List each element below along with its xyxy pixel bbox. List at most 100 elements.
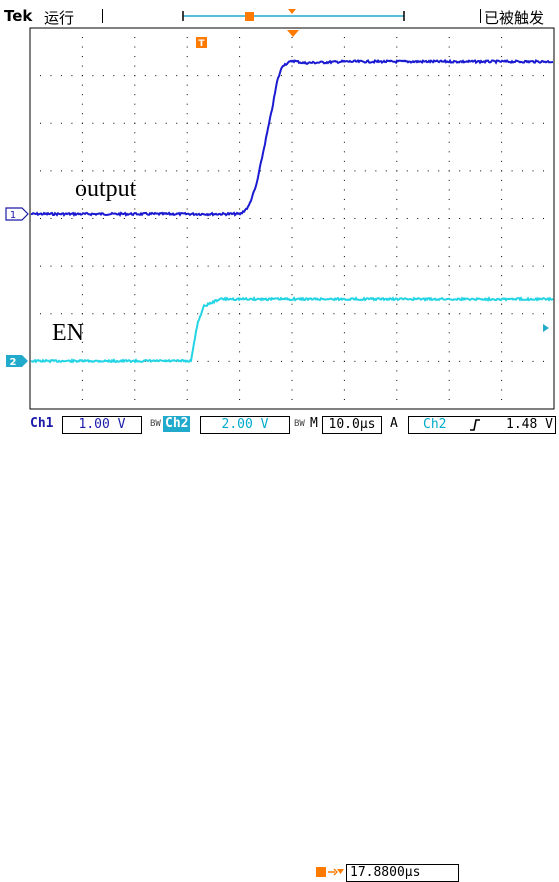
grid-dot — [375, 360, 377, 362]
grid-dot — [165, 265, 167, 267]
grid-dot — [375, 75, 377, 77]
grid-dot — [102, 170, 104, 172]
grid-dot — [134, 84, 136, 86]
ch2-name[interactable]: Ch2 — [163, 416, 191, 432]
grid-dot — [501, 46, 503, 48]
grid-dot — [301, 122, 303, 124]
grid-dot — [406, 218, 408, 219]
grid-dot — [186, 94, 188, 96]
grid-dot — [186, 113, 188, 115]
grid-dot — [228, 75, 230, 77]
grid-dot — [501, 56, 503, 58]
grid-dot — [396, 122, 398, 124]
grid-dot — [396, 351, 398, 353]
grid-dot — [501, 65, 503, 67]
grid-dot — [312, 265, 314, 267]
grid-dot — [186, 256, 188, 258]
grid-dot — [406, 265, 408, 267]
grid-dot — [343, 303, 345, 305]
grid-dot — [396, 75, 398, 77]
grid-dot — [343, 122, 345, 124]
grid-dot — [218, 75, 220, 77]
grid-dot — [81, 94, 83, 96]
grid-dot — [438, 170, 440, 172]
grid-dot — [291, 170, 293, 172]
grid-dot — [81, 246, 83, 248]
grid-dot — [406, 313, 408, 315]
grid-dot — [343, 256, 345, 258]
grid-dot — [134, 284, 136, 286]
grid-dot — [249, 75, 251, 77]
grid-dot — [522, 265, 524, 267]
grid-dot — [501, 113, 503, 115]
grid-dot — [501, 103, 503, 105]
grid-dot — [291, 75, 293, 77]
grid-dot — [155, 218, 157, 219]
grid-dot — [343, 37, 345, 39]
grid-dot — [260, 75, 262, 77]
grid-dot — [459, 75, 461, 77]
grid-dot — [532, 218, 534, 219]
grid-dot — [364, 360, 366, 362]
grid-dot — [480, 218, 482, 219]
trigger-offset-icon — [316, 867, 344, 877]
grid-dot — [459, 313, 461, 315]
grid-dot — [81, 256, 83, 258]
grid-dot — [438, 122, 440, 124]
grid-dot — [134, 389, 136, 391]
ch2-scale[interactable]: 2.00 V — [200, 416, 290, 434]
grid-dot — [291, 189, 293, 191]
grid-dot — [501, 122, 503, 124]
grid-dot — [301, 265, 303, 267]
trigger-markers: T — [196, 30, 549, 332]
grid-dot — [260, 265, 262, 267]
grid-dot — [218, 122, 220, 124]
grid-dot — [522, 75, 524, 77]
grid-dot — [396, 294, 398, 296]
grid-dot — [134, 75, 136, 77]
grid-dot — [281, 360, 283, 362]
grid-dot — [343, 284, 345, 286]
grid-dot — [343, 103, 345, 105]
grid-dot — [448, 218, 450, 219]
grid-dot — [375, 265, 377, 267]
grid-dot — [155, 313, 157, 315]
grid-dot — [375, 170, 377, 172]
grid-dot — [291, 141, 293, 143]
ch1-trace — [30, 58, 554, 218]
grid-dot — [291, 275, 293, 277]
grid-dot — [343, 56, 345, 58]
grid-dot — [511, 170, 513, 172]
ch2-marker[interactable]: 2 — [6, 355, 28, 368]
grid-dot — [239, 408, 241, 410]
grid-dot — [396, 189, 398, 191]
grid-dot — [396, 398, 398, 400]
grid-dot — [480, 360, 482, 362]
timebase-value[interactable]: 10.0µs — [322, 416, 382, 434]
grid-dot — [249, 218, 251, 219]
ch1-scale[interactable]: 1.00 V — [62, 416, 142, 434]
trigger-readout[interactable]: Ch2 1.48 V — [408, 416, 556, 434]
grid-dot — [144, 122, 146, 124]
grid-dot — [291, 94, 293, 96]
grid-dot — [144, 170, 146, 172]
grid-dot — [448, 398, 450, 400]
grid-dot — [490, 218, 492, 219]
grid-dot — [281, 313, 283, 315]
grid-dot — [134, 103, 136, 105]
ch1-marker[interactable]: 1 — [5, 207, 29, 221]
grid-dot — [532, 170, 534, 172]
grid-dot — [364, 122, 366, 124]
grid-dot — [239, 75, 241, 77]
grid-dot — [469, 265, 471, 267]
grid-dot — [260, 170, 262, 172]
grid-dot — [249, 265, 251, 267]
output-label: output — [75, 176, 137, 202]
grid-dot — [186, 351, 188, 353]
grid-dot — [50, 122, 52, 124]
grid-dot — [396, 370, 398, 372]
grid-dot — [438, 360, 440, 362]
ch1-name[interactable]: Ch1 — [30, 416, 54, 431]
grid-dot — [123, 265, 125, 267]
grid-dot — [155, 265, 157, 267]
